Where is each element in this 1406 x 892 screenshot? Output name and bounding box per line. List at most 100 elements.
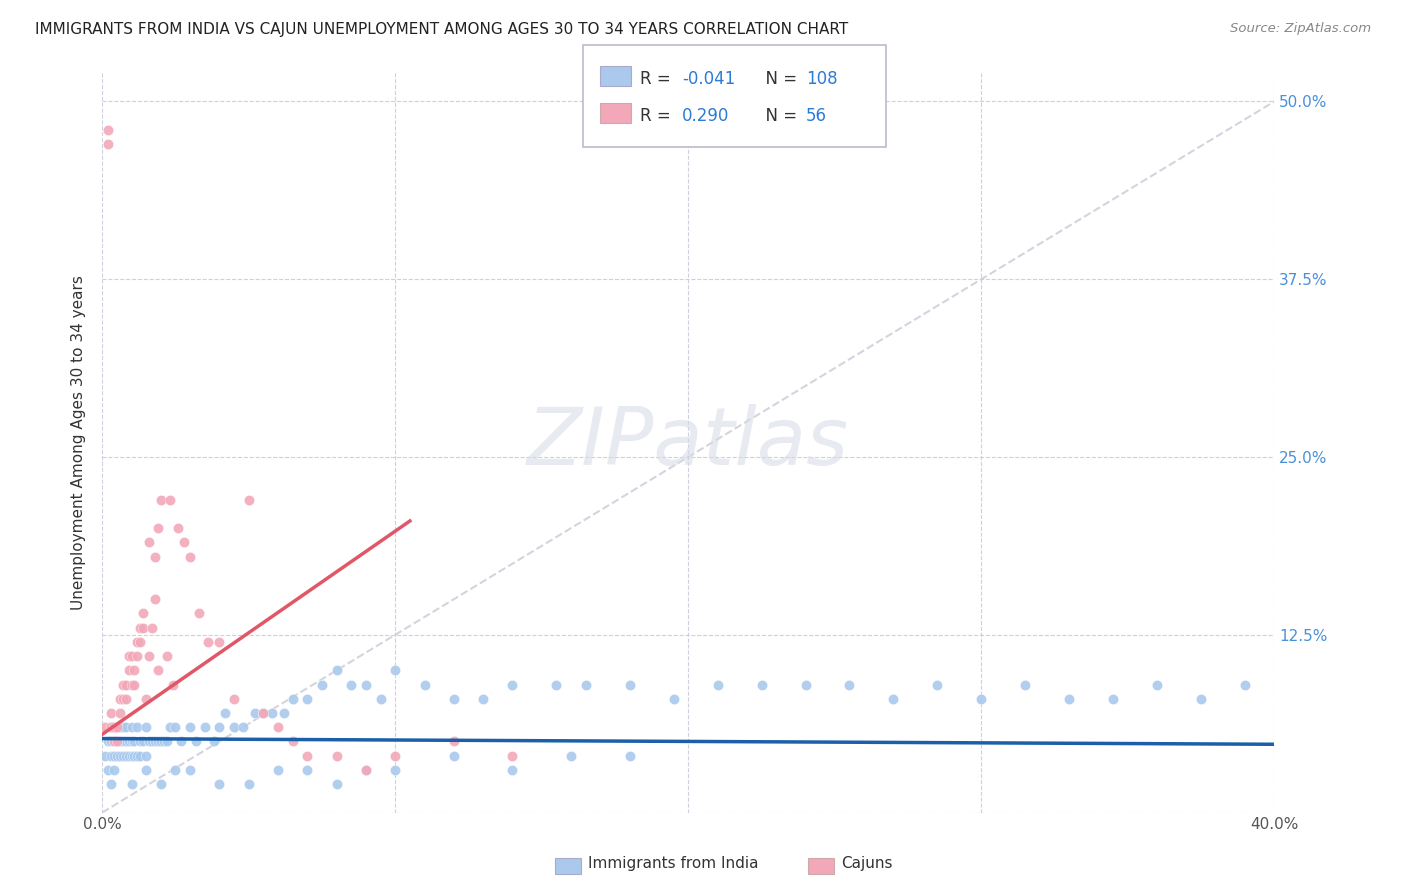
Point [619, 748, 641, 763]
Text: 0.290: 0.290 [682, 107, 730, 125]
Point [325, 777, 347, 791]
Point [114, 691, 136, 706]
Point [138, 535, 160, 549]
Point [546, 677, 568, 691]
Point [243, 706, 266, 720]
Text: 56: 56 [806, 107, 827, 125]
Text: Immigrants from India: Immigrants from India [588, 856, 758, 871]
Point [159, 492, 181, 507]
Point [121, 777, 143, 791]
Point [132, 621, 155, 635]
Point [141, 734, 163, 748]
Point [108, 720, 131, 734]
Point [111, 677, 134, 691]
Point [156, 734, 179, 748]
Point [1189, 691, 1212, 706]
Point [146, 663, 169, 677]
Text: R =: R = [640, 70, 676, 87]
Point [121, 734, 143, 748]
Point [135, 763, 157, 777]
Point [354, 763, 377, 777]
Point [170, 734, 193, 748]
Point [97, 123, 120, 137]
Point [100, 706, 122, 720]
Point [267, 763, 290, 777]
Point [149, 777, 172, 791]
Point [129, 621, 152, 635]
Point [267, 720, 290, 734]
Point [1014, 677, 1036, 691]
Point [252, 706, 274, 720]
Point [132, 607, 155, 621]
Text: N =: N = [755, 107, 803, 125]
Point [135, 720, 157, 734]
Point [114, 748, 136, 763]
Point [105, 748, 128, 763]
Text: IMMIGRANTS FROM INDIA VS CAJUN UNEMPLOYMENT AMONG AGES 30 TO 34 YEARS CORRELATIO: IMMIGRANTS FROM INDIA VS CAJUN UNEMPLOYM… [35, 22, 848, 37]
Point [197, 635, 219, 649]
Point [129, 748, 152, 763]
Point [127, 720, 149, 734]
Point [124, 677, 146, 691]
Point [97, 137, 120, 152]
Point [100, 777, 122, 791]
Point [970, 691, 993, 706]
Point [173, 535, 195, 549]
Text: -0.041: -0.041 [682, 70, 735, 87]
Point [794, 677, 817, 691]
Point [117, 748, 139, 763]
Point [501, 677, 523, 691]
Point [297, 763, 319, 777]
Point [149, 734, 172, 748]
Point [97, 734, 120, 748]
Point [443, 691, 465, 706]
Y-axis label: Unemployment Among Ages 30 to 34 years: Unemployment Among Ages 30 to 34 years [72, 276, 86, 610]
Point [560, 748, 582, 763]
Point [121, 677, 143, 691]
Point [354, 763, 377, 777]
Point [143, 549, 166, 564]
Point [252, 706, 274, 720]
Point [208, 777, 231, 791]
Point [103, 734, 125, 748]
Point [1102, 691, 1125, 706]
Point [100, 720, 122, 734]
Point [117, 734, 139, 748]
Point [114, 720, 136, 734]
Point [1057, 691, 1080, 706]
Point [208, 720, 231, 734]
Point [117, 649, 139, 664]
Point [111, 691, 134, 706]
Point [187, 607, 209, 621]
Text: N =: N = [755, 70, 803, 87]
Point [141, 621, 163, 635]
Point [273, 706, 295, 720]
Point [662, 691, 685, 706]
Text: 108: 108 [806, 70, 837, 87]
Point [117, 663, 139, 677]
Point [138, 649, 160, 664]
Point [103, 720, 125, 734]
Point [838, 677, 860, 691]
Point [311, 677, 333, 691]
Point [413, 677, 436, 691]
Point [1234, 677, 1257, 691]
Point [111, 734, 134, 748]
Point [105, 720, 128, 734]
Point [501, 763, 523, 777]
Point [100, 720, 122, 734]
Text: R =: R = [640, 107, 681, 125]
Point [146, 734, 169, 748]
Point [108, 734, 131, 748]
Text: Source: ZipAtlas.com: Source: ZipAtlas.com [1230, 22, 1371, 36]
Point [156, 649, 179, 664]
Point [108, 706, 131, 720]
Point [194, 720, 217, 734]
Point [706, 677, 728, 691]
Point [384, 663, 406, 677]
Point [114, 677, 136, 691]
Point [443, 748, 465, 763]
Point [165, 763, 187, 777]
Point [94, 748, 117, 763]
Point [103, 720, 125, 734]
